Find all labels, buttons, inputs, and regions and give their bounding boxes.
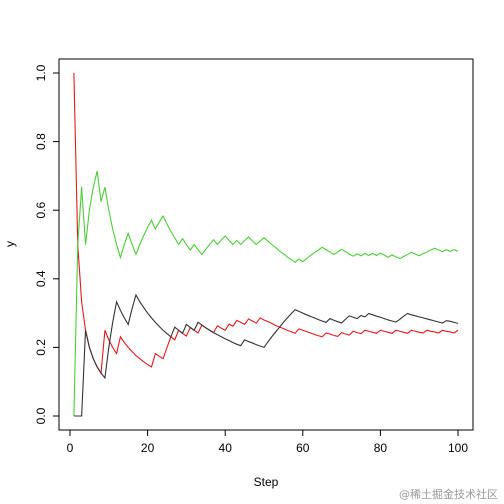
- series-line-2: [73, 170, 459, 417]
- x-tick-label: 100: [448, 441, 468, 455]
- x-tick-label: 40: [219, 441, 233, 455]
- x-tick-label: 60: [296, 441, 310, 455]
- y-tick-label: 0.6: [34, 202, 48, 219]
- x-axis-title: Step: [254, 475, 279, 489]
- x-tick-label: 80: [374, 441, 388, 455]
- watermark-text: @稀土掘金技术社区: [399, 487, 498, 501]
- y-axis-title: y: [3, 241, 17, 247]
- y-tick-label: 0.2: [34, 339, 48, 356]
- y-tick-label: 0.8: [34, 133, 48, 150]
- y-axis: 0.0 0.2 0.4 0.6 0.8 1.0: [34, 64, 59, 424]
- x-tick-label: 20: [141, 441, 155, 455]
- y-tick-label: 0.0: [34, 407, 48, 424]
- plot-lines: [73, 72, 459, 417]
- series-line-3: [73, 293, 459, 417]
- y-tick-label: 0.4: [34, 270, 48, 287]
- x-axis: 0 20 40 60 80 100: [67, 430, 468, 455]
- y-tick-label: 1.0: [34, 64, 48, 81]
- x-tick-label: 0: [67, 441, 74, 455]
- series-line-1: [73, 72, 459, 375]
- plot-frame: [58, 58, 474, 431]
